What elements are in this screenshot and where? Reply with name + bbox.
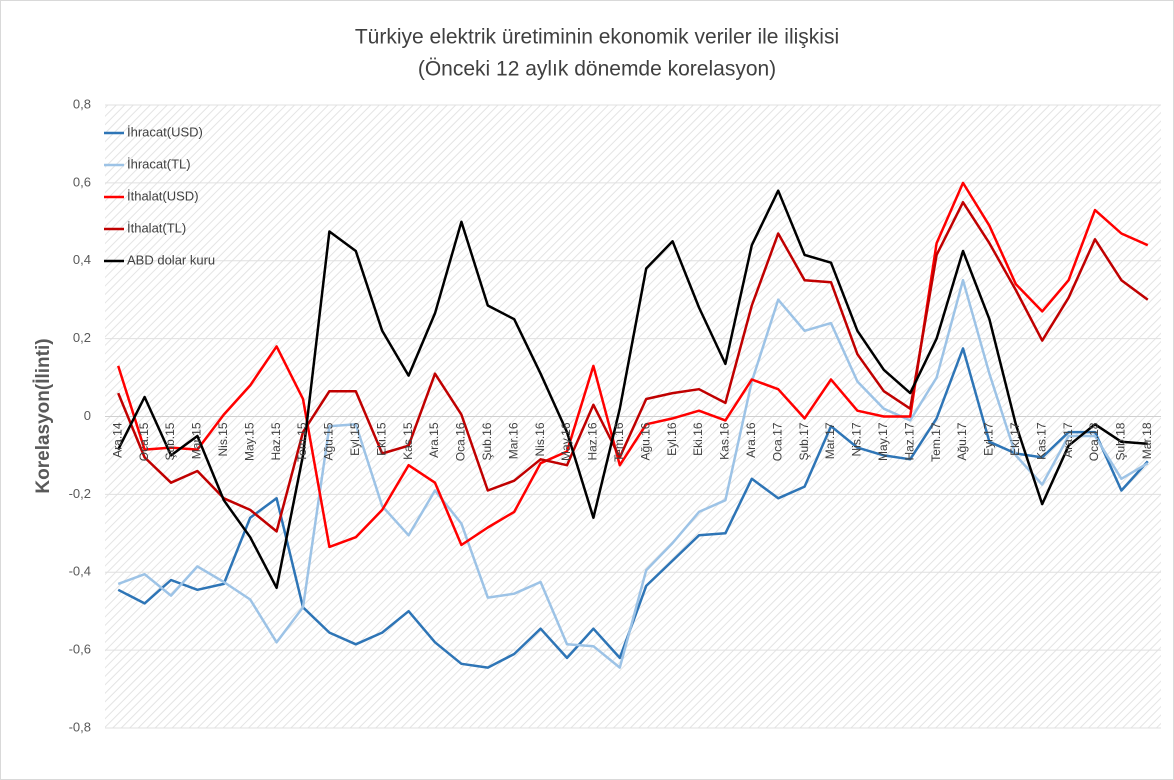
x-tick-label: Şub.17 bbox=[797, 422, 811, 460]
x-tick-label: Mar.18 bbox=[1140, 422, 1154, 459]
x-tick-label: Mar.16 bbox=[506, 422, 520, 459]
x-tick-label: Oca.17 bbox=[770, 422, 784, 461]
x-tick-label: Şub.18 bbox=[1114, 422, 1128, 460]
x-tick-label: Ara.16 bbox=[744, 422, 758, 458]
x-tick-label: Mar.15 bbox=[190, 422, 204, 459]
x-tick-label: Eki.16 bbox=[691, 422, 705, 456]
x-tick-label: Tem.16 bbox=[612, 422, 626, 462]
x-tick-label: Ara.15 bbox=[427, 422, 441, 458]
y-tick-label: 0,6 bbox=[73, 174, 91, 189]
legend-label: ABD dolar kuru bbox=[127, 252, 215, 267]
y-tick-label: -0,8 bbox=[69, 719, 91, 734]
x-tick-label: Ara.14 bbox=[110, 422, 124, 458]
x-tick-label: Eyl.15 bbox=[348, 422, 362, 456]
x-tick-label: Haz.17 bbox=[902, 422, 916, 460]
y-tick-label: 0 bbox=[84, 408, 91, 423]
x-tick-label: Ağu.15 bbox=[322, 422, 336, 460]
y-tick-label: -0,2 bbox=[69, 486, 91, 501]
x-tick-label: Kas.15 bbox=[401, 422, 415, 460]
y-tick-label: -0,6 bbox=[69, 642, 91, 657]
x-tick-label: Kas.16 bbox=[718, 422, 732, 460]
x-tick-label: Şub.16 bbox=[480, 422, 494, 460]
x-tick-label: Nis.17 bbox=[850, 422, 864, 456]
series-line bbox=[117, 189, 1148, 590]
x-tick-label: Ağu.17 bbox=[955, 422, 969, 460]
x-tick-label: May.16 bbox=[559, 422, 573, 461]
x-tick-label: Eyl.16 bbox=[665, 422, 679, 456]
series-line bbox=[117, 278, 1149, 669]
y-tick-label: -0,4 bbox=[69, 564, 91, 579]
x-tick-label: May.17 bbox=[876, 422, 890, 461]
x-tick-label: Haz.15 bbox=[269, 422, 283, 460]
x-tick-label: Şub.15 bbox=[163, 422, 177, 460]
x-tick-label: Eki.17 bbox=[1008, 422, 1022, 456]
x-tick-label: Oca.15 bbox=[137, 422, 151, 461]
chart-subtitle: (Önceki 12 aylık dönemde korelasyon) bbox=[418, 58, 776, 81]
x-tick-label: Eki.15 bbox=[374, 422, 388, 456]
legend-label: İthalat(USD) bbox=[127, 188, 199, 203]
legend-label: İthalat(TL) bbox=[127, 220, 186, 235]
x-tick-label: Eyl.17 bbox=[982, 422, 996, 456]
series-line bbox=[117, 181, 1149, 549]
chart-title: Türkiye elektrik üretiminin ekonomik ver… bbox=[355, 26, 839, 49]
x-tick-label: Haz.16 bbox=[586, 422, 600, 460]
x-tick-label: Kas.17 bbox=[1034, 422, 1048, 460]
y-tick-label: 0,8 bbox=[73, 96, 91, 111]
x-tick-label: Nis.15 bbox=[216, 422, 230, 456]
y-tick-label: 0,2 bbox=[73, 330, 91, 345]
x-tick-label: May.15 bbox=[242, 422, 256, 461]
x-tick-label: Ağu.16 bbox=[638, 422, 652, 460]
x-tick-label: Tem.17 bbox=[929, 422, 943, 462]
y-tick-label: 0,4 bbox=[73, 252, 91, 267]
legend-label: İhracat(TL) bbox=[127, 156, 191, 171]
x-tick-label: Ara.17 bbox=[1061, 422, 1075, 458]
y-axis-label: Korelasyon(İlinti) bbox=[33, 338, 54, 493]
series-line bbox=[117, 201, 1149, 533]
legend-label: İhracat(USD) bbox=[127, 124, 203, 139]
x-tick-label: Nis.16 bbox=[533, 422, 547, 456]
x-tick-label: Oca.18 bbox=[1087, 422, 1101, 461]
x-tick-label: Mar.17 bbox=[823, 422, 837, 459]
x-tick-label: Oca.16 bbox=[454, 422, 468, 461]
x-tick-label: Tem.15 bbox=[295, 422, 309, 462]
